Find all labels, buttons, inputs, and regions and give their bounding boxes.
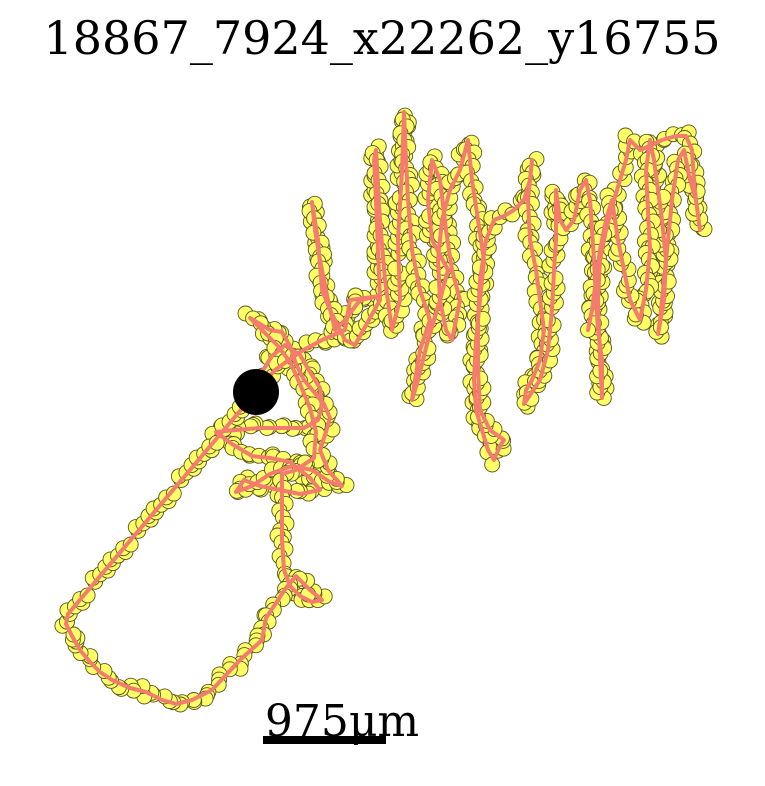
scale-bar bbox=[263, 736, 386, 744]
track-path bbox=[64, 110, 702, 706]
plot-title: 18867_7924_x22262_y16755 bbox=[44, 11, 721, 65]
start-marker bbox=[233, 369, 279, 415]
